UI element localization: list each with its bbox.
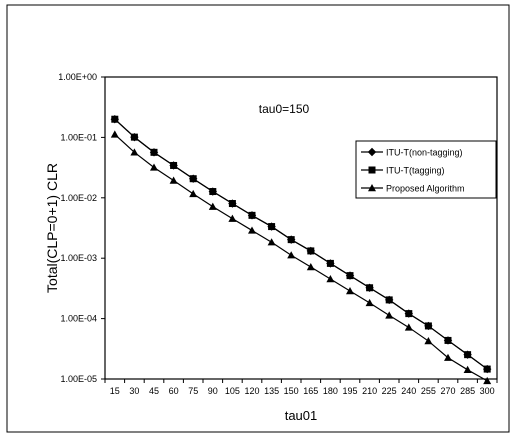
x-tick-label: 300 — [480, 386, 495, 396]
data-point — [130, 133, 138, 141]
data-point — [248, 211, 256, 219]
data-point — [424, 322, 432, 330]
x-tick-label: 75 — [188, 386, 198, 396]
data-point — [326, 275, 335, 283]
legend: ITU-T(non-tagging) ITU-T(tagging) Proposed… — [355, 140, 497, 199]
data-point — [268, 223, 276, 231]
data-point — [346, 287, 354, 295]
x-tick-label: 180 — [323, 386, 338, 396]
x-tick-label: 255 — [421, 386, 436, 396]
x-tick-label: 30 — [129, 386, 139, 396]
data-point — [483, 376, 492, 385]
data-point — [346, 272, 354, 280]
y-tick-label: 1.00E-05 — [60, 374, 97, 384]
x-tick-label: 15 — [110, 386, 120, 396]
data-point — [150, 148, 158, 156]
data-point — [130, 148, 139, 156]
data-point — [424, 337, 433, 345]
data-point — [111, 115, 119, 123]
data-point — [385, 311, 394, 319]
data-point — [365, 298, 374, 307]
x-tick-label: 165 — [303, 386, 318, 396]
x-tick-label: 240 — [401, 386, 416, 396]
data-point — [170, 161, 178, 169]
data-point — [228, 200, 236, 208]
x-tick-label: 270 — [440, 386, 455, 396]
data-point — [366, 284, 374, 292]
x-tick-label: 45 — [149, 386, 159, 396]
data-point — [463, 365, 472, 374]
data-point — [444, 353, 452, 361]
x-tick-label: 90 — [208, 386, 218, 396]
legend-label: ITU-T(tagging) — [386, 166, 445, 176]
data-point — [189, 189, 198, 198]
x-tick-label: 195 — [342, 386, 357, 396]
data-point — [483, 365, 491, 373]
x-axis-label: tau01 — [285, 408, 318, 423]
chart-title: tau0=150 — [259, 102, 310, 116]
y-axis-label: Total(CLP=0+1) CLR — [44, 163, 60, 293]
y-tick-label: 1.00E-02 — [60, 193, 97, 203]
y-tick-label: 1.00E-03 — [60, 253, 97, 263]
x-tick-label: 150 — [284, 386, 299, 396]
x-tick-label: 60 — [169, 386, 179, 396]
data-point — [306, 263, 315, 271]
x-axis-ticks: 15 30 45 60 75 90 105 120 135 150 165 180 195 210 225 2… — [104, 379, 498, 396]
legend-marker-triangle — [368, 184, 376, 192]
data-point — [110, 130, 119, 138]
data-point — [150, 163, 158, 171]
y-tick-label: 1.00E-01 — [60, 132, 97, 142]
x-tick-label: 210 — [362, 386, 377, 396]
legend-label: ITU-T(non-tagging) — [386, 148, 463, 158]
x-tick-label: 225 — [382, 386, 397, 396]
data-point — [287, 236, 295, 244]
x-tick-label: 285 — [460, 386, 475, 396]
data-point — [464, 351, 472, 359]
legend-marker-square — [368, 166, 376, 174]
data-point — [228, 214, 237, 222]
data-point — [248, 226, 256, 234]
series-3 — [110, 130, 492, 385]
data-point — [169, 176, 178, 184]
x-tick-label: 135 — [264, 386, 279, 396]
y-tick-label: 1.00E-04 — [60, 314, 97, 324]
data-point — [385, 296, 393, 304]
data-point — [405, 310, 413, 318]
series-2 — [111, 115, 491, 373]
x-tick-label: 105 — [225, 386, 240, 396]
data-point — [287, 251, 296, 259]
legend-marker-diamond — [367, 147, 377, 157]
y-tick-label: 1.00E+00 — [58, 72, 97, 82]
data-point — [444, 336, 452, 344]
data-point — [208, 202, 217, 210]
data-point — [267, 238, 276, 246]
data-point — [404, 323, 413, 331]
data-point — [189, 175, 197, 183]
series-layer — [110, 115, 492, 385]
data-point — [326, 259, 334, 267]
y-axis-ticks: 1.00E+00 1.00E-01 1.00E-02 1.00E-03 1.00E-04… — [58, 72, 105, 384]
x-tick-label: 120 — [244, 386, 259, 396]
data-point — [209, 188, 217, 196]
data-point — [307, 247, 315, 255]
legend-label: Proposed Algorithm — [386, 184, 465, 194]
